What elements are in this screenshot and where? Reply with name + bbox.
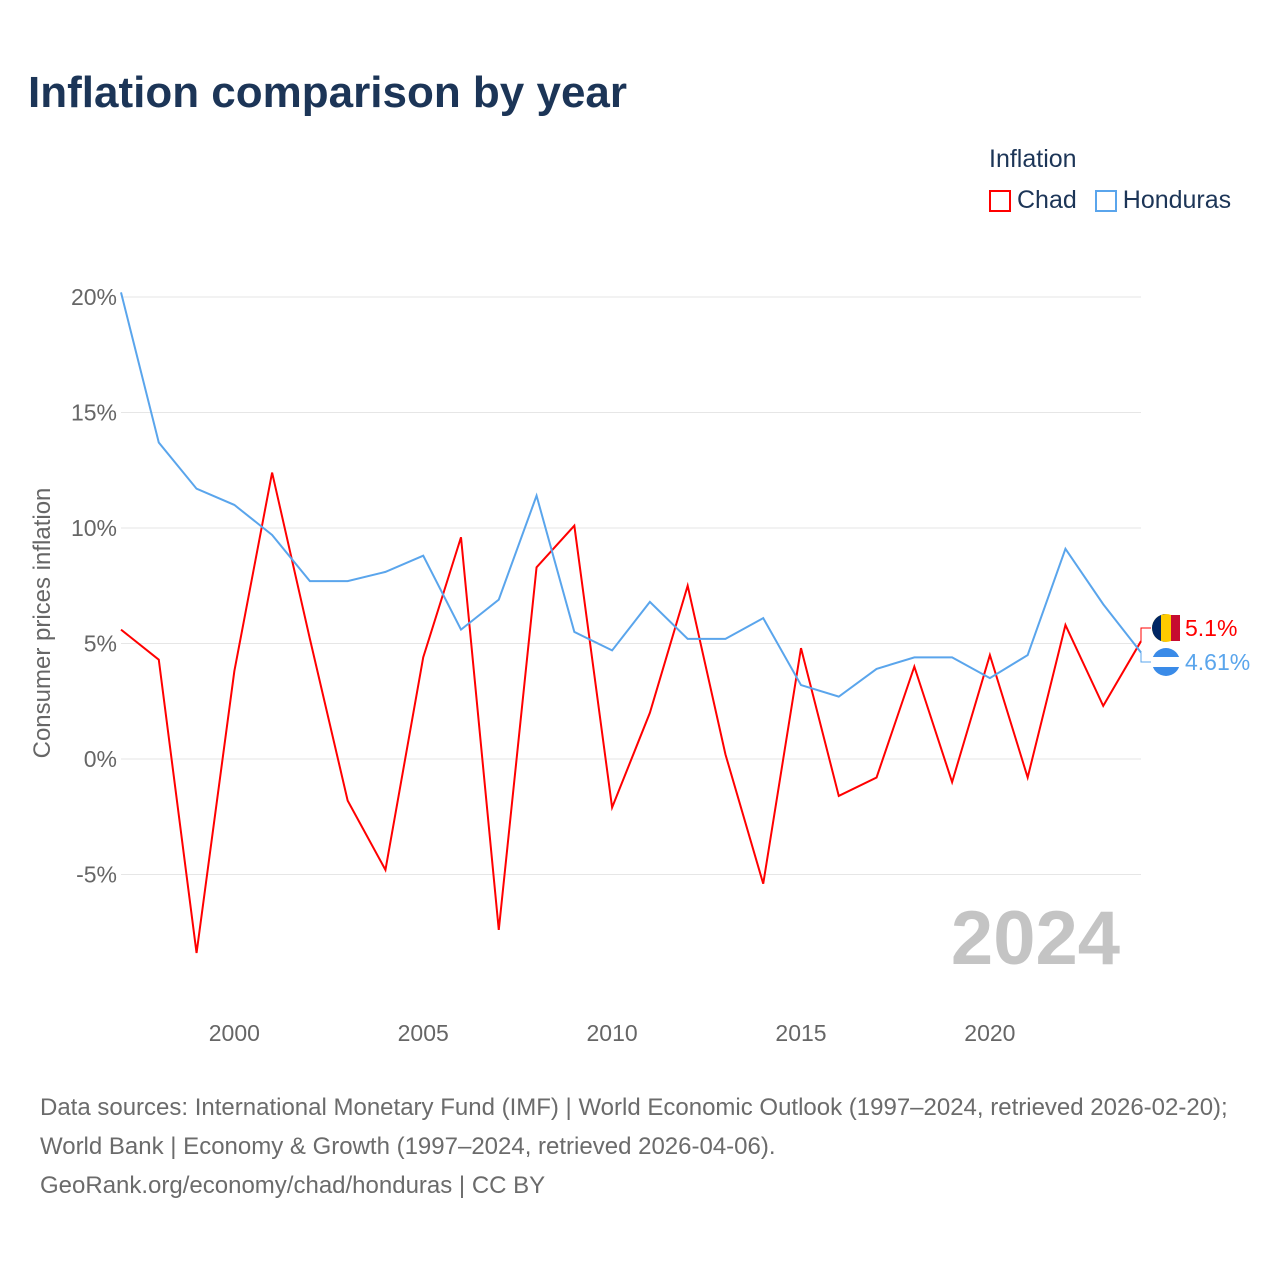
legend-swatch-chad (989, 189, 1011, 212)
y-axis-label: Consumer prices inflation (29, 488, 56, 759)
x-tick-label: 2015 (775, 1020, 826, 1046)
data-source: Data sources: International Monetary Fun… (40, 1088, 1250, 1205)
year-watermark: 2024 (951, 896, 1120, 981)
end-value-label: 5.1% (1185, 615, 1237, 641)
x-tick-label: 2010 (587, 1020, 638, 1046)
y-tick-label: 5% (84, 631, 117, 657)
series-line-honduras (120, 292, 1142, 698)
series-line-chad (120, 472, 1142, 954)
legend-label: Chad (1017, 186, 1077, 214)
y-tick-label: 0% (84, 746, 117, 772)
end-label-connector (1140, 652, 1151, 663)
source-line: Data sources: International Monetary Fun… (40, 1094, 1228, 1160)
flag-icon-chad (1152, 614, 1180, 642)
x-tick-label: 2000 (209, 1020, 260, 1046)
legend-label: Honduras (1122, 186, 1232, 214)
line-chart: -5% 0% 5% 10% 15% 20% 2000 2005 2010 2015 2020 202… (29, 284, 1250, 1046)
x-tick-label: 2020 (964, 1020, 1015, 1046)
x-tick-label: 2005 (398, 1020, 449, 1046)
legend: Chad Honduras (989, 186, 1231, 215)
flag-icon-honduras (1152, 648, 1180, 676)
y-tick-label: 10% (71, 515, 117, 541)
legend-swatch-honduras (1094, 189, 1117, 212)
legend-item-chad[interactable]: Chad (989, 186, 1077, 215)
y-tick-label: 20% (71, 284, 117, 310)
y-tick-label: -5% (76, 862, 117, 888)
legend-title: Inflation (989, 145, 1077, 173)
source-credit: GeoRank.org/economy/chad/honduras | CC B… (40, 1172, 546, 1199)
page-title: Inflation comparison by year (28, 68, 628, 117)
y-tick-label: 15% (71, 400, 117, 426)
legend-item-honduras[interactable]: Honduras (1094, 186, 1232, 215)
end-value-label: 4.61% (1185, 649, 1250, 675)
end-label-connector (1140, 627, 1151, 642)
